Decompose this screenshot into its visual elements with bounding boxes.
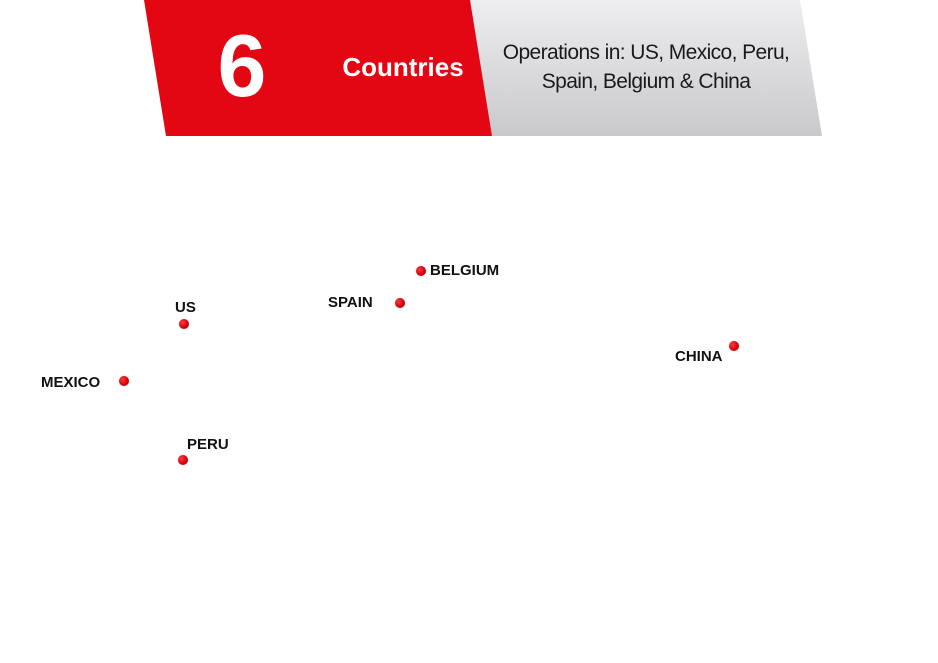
marker-us[interactable]	[179, 319, 189, 329]
operations-text: Operations in: US, Mexico, Peru, Spain, …	[496, 38, 796, 96]
banner-shapes	[144, 0, 822, 136]
countries-banner: 6 Countries Operations in: US, Mexico, P…	[0, 0, 938, 136]
marker-peru[interactable]	[178, 455, 188, 465]
marker-spain[interactable]	[395, 298, 405, 308]
label-china: CHINA	[675, 348, 723, 365]
marker-china[interactable]	[729, 341, 739, 351]
marker-mexico[interactable]	[119, 376, 129, 386]
country-count-label: Countries	[342, 52, 464, 82]
world-map: US MEXICO PERU SPAIN BELGIUM CHINA	[0, 136, 938, 663]
operations-line-2: Spain, Belgium & China	[541, 70, 751, 93]
label-belgium: BELGIUM	[430, 262, 500, 279]
operations-line-1: Operations in: US, Mexico, Peru,	[502, 41, 790, 64]
label-peru: PERU	[187, 436, 229, 453]
marker-belgium[interactable]	[416, 266, 426, 276]
label-spain: SPAIN	[328, 294, 373, 311]
count-panel-shape	[144, 0, 492, 136]
label-mexico: MEXICO	[41, 374, 101, 391]
operations-panel-shape	[466, 0, 822, 136]
label-us: US	[175, 299, 196, 316]
country-count: 6	[217, 16, 267, 115]
